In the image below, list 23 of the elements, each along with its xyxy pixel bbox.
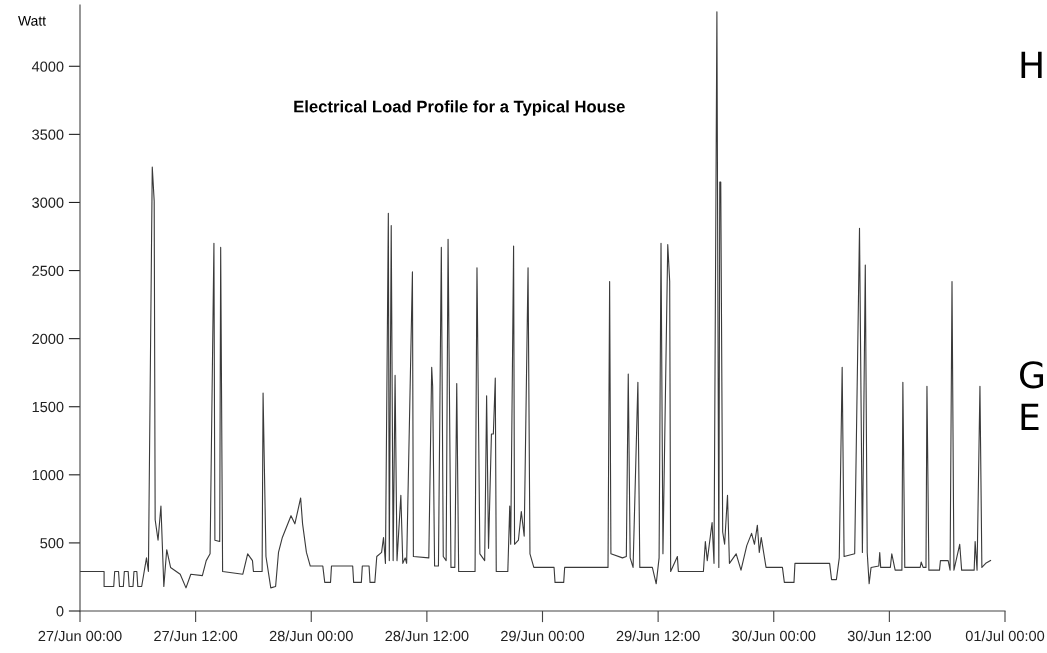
x-tick-label: 28/Jun 12:00	[385, 630, 469, 642]
y-tick-label: 3000	[32, 197, 64, 208]
y-tick-label: 1500	[32, 401, 64, 413]
y-tick-label: 4000	[31, 61, 64, 72]
y-tick-label: 1000	[32, 469, 64, 481]
y-tick-label: 2000	[32, 333, 64, 345]
text: E	[1021, 403, 1039, 430]
x-tick-label: 29/Jun 00:00	[501, 630, 585, 642]
y-axis-title: Watt	[18, 16, 46, 26]
text: H	[1021, 51, 1042, 78]
x-tick-label: 30/Jun 00:00	[732, 630, 816, 642]
x-tick-label: 27/Jun 00:00	[38, 630, 122, 642]
x-tick-label: 01/Jul 00:00	[965, 630, 1045, 642]
text: G	[1020, 361, 1044, 389]
x-tick-label: 30/Jun 12:00	[847, 630, 931, 642]
x-tick-label: 28/Jun 00:00	[269, 630, 353, 642]
y-tick-label: 0	[56, 606, 64, 617]
text: Electrical Load Profile for a Typical House	[294, 100, 625, 116]
x-tick-label: 27/Jun 12:00	[154, 630, 238, 642]
y-tick-label: 2500	[32, 265, 64, 276]
y-tick-label: 3500	[32, 129, 64, 140]
y-tick-label: 500	[40, 538, 64, 549]
x-tick-label: 29/Jun 12:00	[616, 630, 700, 642]
